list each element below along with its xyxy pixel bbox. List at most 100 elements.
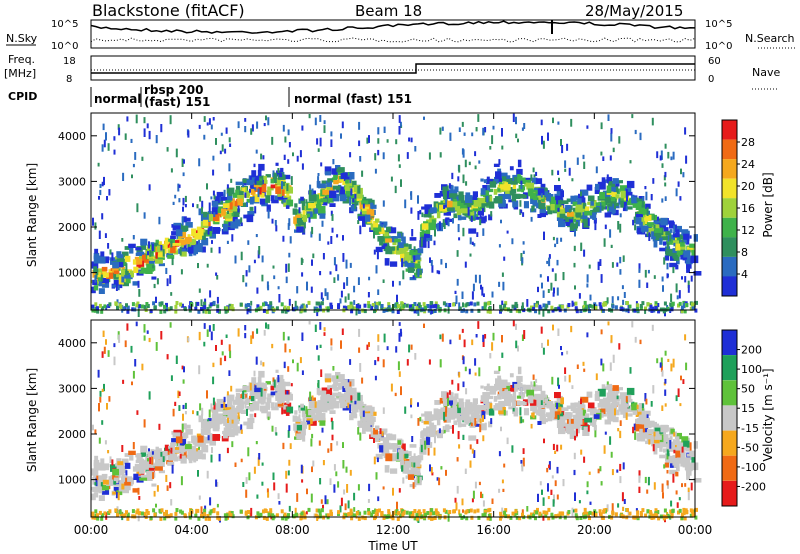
power-cell [512,200,519,207]
power-cell [166,243,171,248]
power-cell [654,224,660,229]
power-cell [412,254,421,260]
velocity-cell [523,408,529,416]
velocity-cell [567,510,571,514]
power-cell [483,190,489,198]
velocity-cell [337,510,341,515]
velocity-cell [494,403,503,411]
power-cell [314,117,317,126]
power-cell [118,127,121,136]
x-tick-label: 00:00 [74,523,109,537]
velocity-cell [132,466,137,472]
power-cell [408,267,415,273]
velocity-cell [260,388,263,397]
power-cell [391,309,395,314]
velocity-cell [597,388,606,397]
power-cell [693,234,698,242]
power-cell [583,161,586,169]
power-cell [581,208,587,213]
freq-panel: Freq. [MHz] 18 8 60 0 Nave [4,53,780,90]
power-cell [272,265,275,269]
power-cell [680,242,685,247]
power-cell [492,125,495,130]
power-cells [91,113,702,317]
power-cell [231,307,235,312]
velocity-cell [587,425,590,432]
velocity-cell [262,515,266,520]
power-cell [656,151,659,159]
power-cell [499,304,503,309]
velocity-cell [322,504,324,509]
colorbar-tick-label: 4 [741,268,748,281]
velocity-cell [271,343,274,349]
velocity-cell [470,422,473,427]
velocity-cell [663,382,666,386]
power-cell [634,129,637,135]
velocity-cell [574,402,580,408]
velocity-cell [513,512,517,517]
velocity-cell [606,398,614,402]
power-cell [458,237,461,241]
velocity-cell [164,444,169,452]
velocity-cell [359,432,362,441]
power-cell [201,246,206,253]
power-cell [382,152,385,160]
velocity-cell [312,460,315,467]
velocity-cell [382,359,385,368]
power-cell [312,253,315,259]
power-cell [275,162,279,166]
velocity-cell [651,324,654,331]
velocity-cell [294,507,297,515]
power-cell [230,206,238,212]
velocity-cell [321,387,329,391]
power-cell [228,189,233,196]
power-cell [387,307,391,312]
velocity-cell [576,364,579,369]
power-cell [256,287,259,294]
velocity-cell [452,425,454,434]
velocity-cell [288,425,291,431]
freq-line [91,63,695,74]
velocity-cell [198,446,201,450]
power-cell [681,229,689,236]
velocity-cell [302,421,308,429]
power-cell [99,189,102,196]
power-cell [225,306,229,311]
power-cell [151,249,154,254]
power-cell [167,307,171,312]
power-cell [281,309,285,314]
velocity-cell [432,511,436,516]
power-cell [487,306,491,311]
velocity-cell [543,438,545,444]
power-cell [407,262,415,269]
power-cell [503,303,507,308]
power-cell [362,206,369,214]
power-cell [330,139,333,147]
power-cell [654,301,658,306]
velocity-cell [399,513,403,518]
power-cell [541,135,543,145]
power-cell [161,243,168,249]
power-cell [638,263,641,271]
power-cell [281,181,283,190]
velocity-cell [296,362,299,372]
colorbar-tick-label: -15 [741,422,759,435]
power-cell [165,267,168,274]
power-cell [248,265,251,273]
power-cell [195,301,198,308]
power-cell [320,292,323,300]
power-cell [184,204,187,208]
velocity-cell [478,367,481,377]
velocity-cell [684,334,687,341]
power-cell [673,225,676,234]
velocity-cell [242,385,250,391]
velocity-cell [550,403,557,411]
velocity-cell [156,485,159,492]
power-cell [488,201,495,209]
power-cell [212,300,216,305]
velocity-cell [203,418,208,425]
power-cell [685,238,690,245]
velocity-cell [349,469,352,476]
power-cell [578,193,585,201]
power-cell [481,286,484,296]
